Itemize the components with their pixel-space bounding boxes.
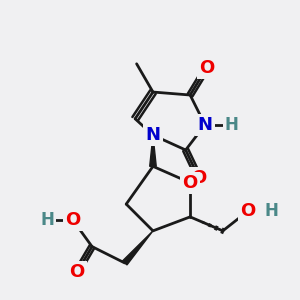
Text: O: O [191, 169, 207, 187]
Polygon shape [150, 135, 156, 166]
Polygon shape [122, 231, 153, 265]
Text: O: O [241, 202, 256, 220]
Text: H: H [264, 202, 278, 220]
Text: H: H [40, 211, 54, 229]
Text: N: N [197, 116, 212, 134]
Text: H: H [225, 116, 239, 134]
Text: N: N [146, 126, 160, 144]
Text: O: O [199, 59, 214, 77]
Text: O: O [65, 211, 80, 229]
Text: O: O [70, 263, 85, 281]
Text: O: O [182, 174, 198, 192]
